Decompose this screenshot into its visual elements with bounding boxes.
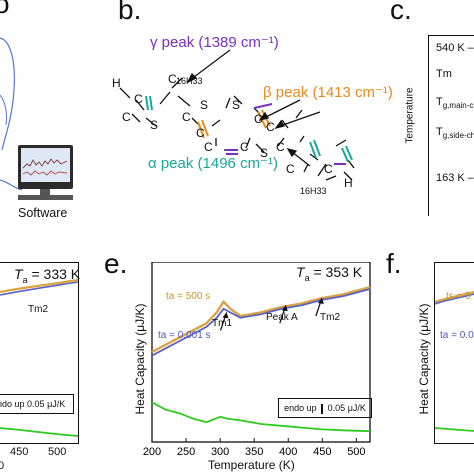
tick-tg-main: Tg,main-chai [436,96,474,110]
alpha-peak-label: α peak (1496 cm⁻¹) [148,155,278,172]
panel-d-ta: Ta = 333 K [14,266,80,285]
panel-f-ts-slow: ts = 5 [446,291,471,302]
panel-d-ta-sub: a [22,274,28,285]
panel-d-curves [0,278,78,437]
panel-e-scale-value: 0.05 μJ/K [327,403,366,413]
panel-e-scale-bar [321,403,324,414]
panel-e-tm1: Tm1 [212,318,232,329]
atom-c-alpha4: C [276,140,285,154]
panel-e-ta-t: T [296,264,305,280]
tick-tg-main-t: T [436,96,443,108]
tick-tg-side: Tg,side-chain [436,126,474,140]
x-tick-label: 350 [245,446,263,458]
apparatus-drawing [0,37,23,191]
atom-c-beta2: C [204,140,213,154]
panel-f-ts-fast: ta = 0.0 [440,330,474,341]
panel-e-endo-label: endo up [284,403,317,413]
annotation-arrowhead [222,312,229,319]
panel-d-tm2: Tm2 [28,304,48,315]
atom-c-beta4: C [286,162,295,176]
atom-c-alpha2: C [182,110,191,124]
panel-e-tm2: Tm2 [320,312,340,323]
panel-d-ta-t: T [14,266,23,282]
panel-e-scale-box: endo up 0.05 μJ/K [278,398,372,418]
beta-peak-label: β peak (1413 cm⁻¹) [263,84,393,101]
monitor-stand [40,189,50,195]
panel-d-tick-450: 450 [10,446,29,458]
tick-tg-side-t: T [436,126,443,138]
panel-e-ta-sub: a [304,272,310,283]
panel-label-c: c. [390,0,412,25]
atom-c-beta1: C [134,92,143,106]
panel-d-endo-label: ndo up [0,399,25,409]
atom-h-right: H [344,176,353,190]
panel-label-f: f. [386,248,402,279]
atom-c-beta3: C [266,120,275,134]
atom-c-gamma1: C [196,126,205,140]
panel-d-scale-box: ndo up 0.05 μJ/K [0,394,74,414]
panel-f-curves [435,290,474,432]
panel-b-structure [119,49,355,181]
atom-s3: S [232,98,241,112]
panel-c-ylabel: Temperature [404,87,416,144]
tick-540k: 540 K – [436,42,474,54]
panel-e-ta: Ta = 353 K [296,264,362,283]
atom-h33-bottom: 16H33 [300,186,327,196]
atom-c-gamma2: C [254,112,263,126]
series-line-1 [151,288,371,357]
atom-c-alpha3: C [240,140,249,154]
tick-163k: 163 K – [436,172,474,184]
panel-e-ts-slow: ta = 500 s [166,291,211,302]
panel-d-scale-value: 0.05 μJ/K [27,399,66,409]
x-tick-label: 300 [211,446,229,458]
tick-tm: Tm [436,68,452,80]
panel-f-frame [434,262,474,444]
x-tick-label: 500 [347,446,365,458]
panel-e-ylabel: Heat Capacity (μJ/K) [133,303,147,415]
panel-e-xlabel: Temperature (K) [208,458,295,472]
panel-d-frame [0,262,79,444]
tick-tg-side-sub: g,side-chain [442,131,474,141]
panel-d-ta-value: = 333 K [31,266,81,282]
panel-d-tick-0: 0 [0,460,5,472]
keyboard [18,195,73,200]
atom-h33-top: 16H33 [176,76,203,86]
atom-c-bottom: C [324,162,333,176]
panel-e-peak-a: Peak A [266,312,298,323]
panel-e-chart: 200 250 300 350 400 450 500 [143,262,371,458]
x-tick-label: 200 [143,446,161,458]
panel-e-ts-fast: ta = 0.001 s [158,330,211,341]
gamma-peak-label: γ peak (1389 cm⁻¹) [150,34,279,51]
atom-s4: S [260,146,269,160]
series-line-0 [151,286,371,354]
series-line-2 [151,401,371,433]
x-tick-label: 250 [177,446,195,458]
atom-s2: S [200,98,209,112]
monitor [18,145,73,189]
annotation-arrowhead [317,298,324,304]
x-tick-label: 400 [279,446,297,458]
atom-c-alpha1: C [122,110,131,124]
x-tick-label: 450 [313,446,331,458]
panel-e-ta-value: = 353 K [313,264,363,280]
tick-tg-main-sub: g,main-chai [442,101,474,111]
panel-a: o Software [0,0,100,232]
atom-s1: S [150,118,159,132]
panel-label-b: b. [118,0,142,25]
panel-f-ylabel: Heat Capacity (μJ/K) [417,303,431,415]
panel-label-e: e. [104,248,128,279]
monitor-screen [21,148,70,182]
atom-h-top: H [112,76,121,90]
panel-c-axis-frame [428,35,474,216]
panel-a-glyph: o [0,0,10,19]
atom-c-top: C [168,72,177,86]
software-label: Software [18,206,68,220]
panel-d-tick-500: 500 [48,446,67,458]
annotation-arrowhead [281,305,288,312]
